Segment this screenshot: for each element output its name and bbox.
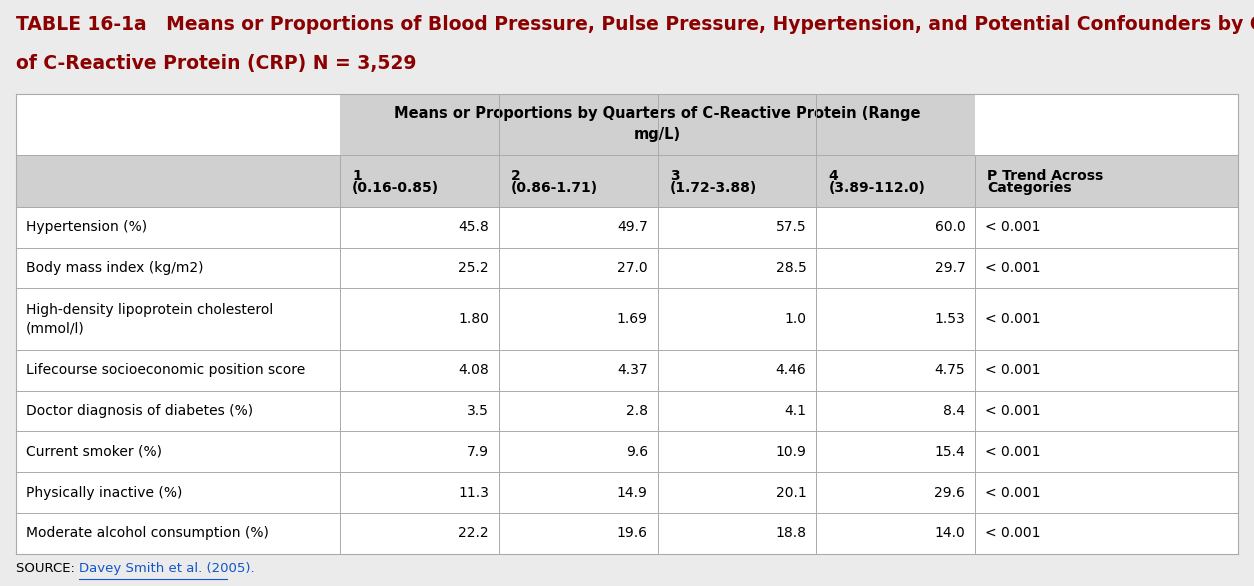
Text: Hypertension (%): Hypertension (%) — [26, 220, 147, 234]
Text: 18.8: 18.8 — [775, 526, 806, 540]
Text: 14.9: 14.9 — [617, 486, 648, 500]
Text: (0.86-1.71): (0.86-1.71) — [510, 182, 598, 195]
Text: < 0.001: < 0.001 — [984, 526, 1041, 540]
Text: 4.37: 4.37 — [617, 363, 648, 377]
Text: 1.69: 1.69 — [617, 312, 648, 326]
Text: 4.1: 4.1 — [785, 404, 806, 418]
Text: 4.75: 4.75 — [934, 363, 966, 377]
Text: 29.7: 29.7 — [934, 261, 966, 275]
Text: High-density lipoprotein cholesterol
(mmol/l): High-density lipoprotein cholesterol (mm… — [26, 303, 273, 335]
Bar — [340, 94, 976, 155]
Text: of C-Reactive Protein (CRP) N = 3,529: of C-Reactive Protein (CRP) N = 3,529 — [16, 54, 416, 73]
Text: Physically inactive (%): Physically inactive (%) — [26, 486, 182, 500]
Text: < 0.001: < 0.001 — [984, 404, 1041, 418]
Text: 1: 1 — [352, 169, 362, 182]
Text: < 0.001: < 0.001 — [984, 220, 1041, 234]
Text: 28.5: 28.5 — [776, 261, 806, 275]
Text: 27.0: 27.0 — [617, 261, 648, 275]
Text: SOURCE:: SOURCE: — [16, 562, 79, 575]
Text: 60.0: 60.0 — [934, 220, 966, 234]
Text: 3.5: 3.5 — [466, 404, 489, 418]
Text: < 0.001: < 0.001 — [984, 486, 1041, 500]
Text: 45.8: 45.8 — [458, 220, 489, 234]
Text: 25.2: 25.2 — [459, 261, 489, 275]
Bar — [16, 94, 1238, 554]
Text: Davey Smith et al. (2005).: Davey Smith et al. (2005). — [79, 562, 255, 575]
Text: TABLE 16-1a   Means or Proportions of Blood Pressure, Pulse Pressure, Hypertensi: TABLE 16-1a Means or Proportions of Bloo… — [16, 15, 1254, 33]
Text: 7.9: 7.9 — [466, 445, 489, 459]
Text: < 0.001: < 0.001 — [984, 312, 1041, 326]
Text: < 0.001: < 0.001 — [984, 363, 1041, 377]
Text: Current smoker (%): Current smoker (%) — [26, 445, 162, 459]
Text: 29.6: 29.6 — [934, 486, 966, 500]
Text: 9.6: 9.6 — [626, 445, 648, 459]
Text: 8.4: 8.4 — [943, 404, 966, 418]
Text: 4: 4 — [829, 169, 838, 182]
Text: 1.53: 1.53 — [934, 312, 966, 326]
Text: 4.46: 4.46 — [776, 363, 806, 377]
Bar — [16, 155, 1238, 207]
Text: 2: 2 — [510, 169, 520, 182]
Text: Lifecourse socioeconomic position score: Lifecourse socioeconomic position score — [26, 363, 305, 377]
Text: 1.0: 1.0 — [785, 312, 806, 326]
Text: 2.8: 2.8 — [626, 404, 648, 418]
Text: < 0.001: < 0.001 — [984, 261, 1041, 275]
Text: 49.7: 49.7 — [617, 220, 648, 234]
Text: Body mass index (kg/m2): Body mass index (kg/m2) — [26, 261, 203, 275]
Text: Doctor diagnosis of diabetes (%): Doctor diagnosis of diabetes (%) — [26, 404, 253, 418]
Text: (0.16-0.85): (0.16-0.85) — [352, 182, 439, 195]
Text: 10.9: 10.9 — [776, 445, 806, 459]
Text: 1.80: 1.80 — [458, 312, 489, 326]
Text: 15.4: 15.4 — [934, 445, 966, 459]
Text: 19.6: 19.6 — [617, 526, 648, 540]
Text: 20.1: 20.1 — [776, 486, 806, 500]
Text: (3.89-112.0): (3.89-112.0) — [829, 182, 925, 195]
Text: Moderate alcohol consumption (%): Moderate alcohol consumption (%) — [26, 526, 268, 540]
Text: (1.72-3.88): (1.72-3.88) — [670, 182, 757, 195]
Text: Means or Proportions by Quarters of C-Reactive Protein (Range
mg/L): Means or Proportions by Quarters of C-Re… — [394, 107, 920, 142]
Text: 4.08: 4.08 — [458, 363, 489, 377]
Text: P Trend Across: P Trend Across — [987, 169, 1104, 182]
Text: Categories: Categories — [987, 182, 1072, 195]
Text: 3: 3 — [670, 169, 680, 182]
Text: 57.5: 57.5 — [776, 220, 806, 234]
Text: 11.3: 11.3 — [458, 486, 489, 500]
Text: 22.2: 22.2 — [459, 526, 489, 540]
Text: < 0.001: < 0.001 — [984, 445, 1041, 459]
Text: 14.0: 14.0 — [934, 526, 966, 540]
